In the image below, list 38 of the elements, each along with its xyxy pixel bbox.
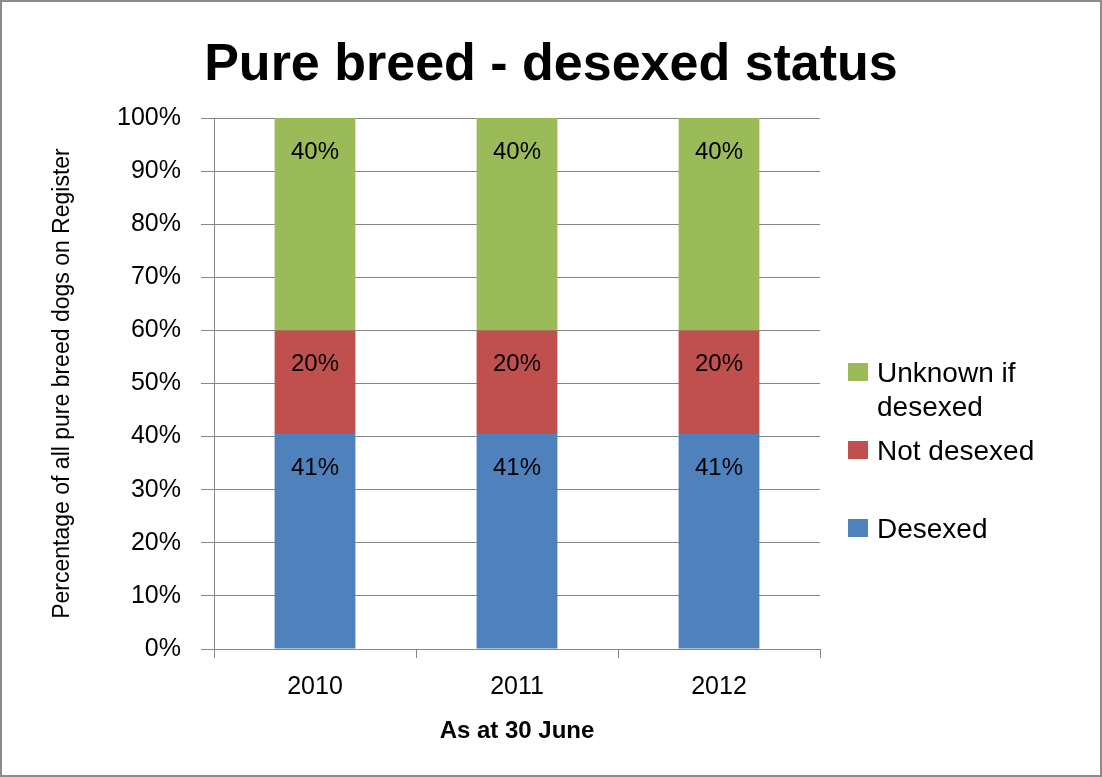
y-tick-label: 80%	[130, 208, 181, 237]
x-tick-label: 2012	[691, 670, 747, 699]
bar	[274, 118, 356, 331]
y-tick-label: 30%	[130, 473, 181, 502]
data-label: 41%	[290, 452, 340, 480]
legend-label: Unknown if desexed	[877, 356, 1017, 424]
y-tick-label: 90%	[130, 154, 181, 183]
bar	[274, 330, 356, 434]
data-label: 20%	[290, 349, 340, 377]
x-axis-title: As at 30 June	[439, 716, 595, 744]
data-label: 20%	[694, 349, 744, 377]
y-tick-label: 20%	[130, 526, 181, 555]
bar	[678, 330, 760, 434]
y-tick-label: 10%	[130, 579, 181, 608]
bar	[274, 433, 356, 649]
data-label: 41%	[694, 452, 744, 480]
y-tick-label: 60%	[130, 314, 181, 343]
bar	[476, 118, 558, 331]
data-label: 40%	[290, 136, 340, 164]
y-tick-label: 40%	[130, 420, 181, 449]
x-tick-label: 2011	[490, 670, 544, 699]
x-tick-label: 2010	[287, 670, 343, 699]
y-tick-label: 100%	[117, 101, 181, 130]
legend-label: Not desexed	[877, 434, 1036, 468]
y-tick-label: 70%	[130, 261, 181, 290]
bar	[678, 118, 760, 331]
bar	[476, 330, 558, 434]
y-tick-label: 0%	[144, 632, 181, 661]
bar	[476, 433, 558, 649]
bar	[678, 433, 760, 649]
y-axis-title: Percentage of all pure breed dogs on Register	[48, 147, 75, 619]
chart-title: Pure breed - desexed status	[203, 32, 899, 92]
data-label: 41%	[492, 452, 542, 480]
data-label: 20%	[492, 349, 542, 377]
y-tick-label: 50%	[130, 367, 181, 396]
data-label: 40%	[694, 136, 744, 164]
legend-label: Desexed	[877, 512, 989, 546]
data-label: 40%	[492, 136, 542, 164]
